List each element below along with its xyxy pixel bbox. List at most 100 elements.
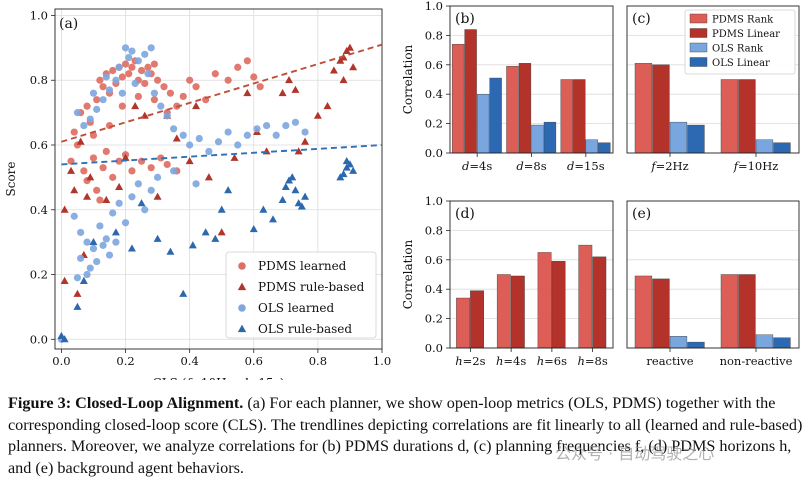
caption-text: (a) For each planner, we show open-loop … xyxy=(8,394,803,477)
point-ols-learned xyxy=(109,209,117,217)
legend-swatch-ols-linear xyxy=(689,57,708,67)
point-ols-rule-based xyxy=(188,241,197,249)
legend-label-ols-rule-based: OLS rule-based xyxy=(258,322,352,336)
point-pdms-rule-based xyxy=(185,156,194,165)
point-ols-learned xyxy=(105,86,114,94)
point-pdms-learned xyxy=(150,96,158,104)
point-pdms-rule-based xyxy=(76,137,85,145)
legend-label-pdms-learned: PDMS learned xyxy=(258,259,347,273)
legend-swatch-ols-rank xyxy=(689,42,708,53)
y-tick-label: 0.8 xyxy=(425,28,443,42)
point-pdms-rule-based xyxy=(70,186,79,194)
point-ols-learned xyxy=(214,138,223,146)
bar-ols-linear-f-2hz xyxy=(687,124,705,154)
point-ols-learned xyxy=(234,141,242,149)
point-ols-learned xyxy=(291,118,300,126)
point-pdms-learned xyxy=(224,76,232,84)
plot-frame xyxy=(626,5,800,154)
point-ols-learned xyxy=(83,238,91,246)
point-ols-learned xyxy=(73,274,82,282)
y-tick-label: 0.8 xyxy=(30,73,48,87)
point-pdms-learned xyxy=(109,66,117,75)
bar-ols-rank-non-reactive xyxy=(755,334,774,349)
point-ols-rule-based xyxy=(89,237,98,246)
point-ols-rule-based xyxy=(79,276,88,284)
figure-3: 0.0 0.2 0.4 0.6 0.8 1.0 0.0 0.2 0.4 0.6 0.8 1.0 (a) C… xyxy=(4,0,800,380)
bar-ols-linear-d-8s xyxy=(543,121,557,154)
point-pdms-rule-based xyxy=(153,192,162,200)
legend-marker-ols-learned xyxy=(238,304,246,312)
point-ols-learned xyxy=(118,89,126,97)
legend-label-pdms-rank: PDMS Rank xyxy=(712,15,774,26)
point-ols-learned xyxy=(147,186,155,194)
point-pdms-learned xyxy=(96,76,104,84)
point-pdms-rule-based xyxy=(192,101,201,110)
point-ols-rule-based xyxy=(217,205,226,213)
scatter-points xyxy=(57,43,382,343)
point-ols-learned xyxy=(253,125,261,133)
point-ols-learned xyxy=(170,167,178,175)
bar-ols-linear-reactive xyxy=(687,341,705,349)
plot-frame xyxy=(449,200,614,349)
bar-ols-rank-f-10hz xyxy=(755,139,774,154)
point-ols-learned xyxy=(157,102,165,110)
point-pdms-learned xyxy=(211,70,219,78)
legend-marker-ols-rule-based xyxy=(237,324,247,333)
point-ols-learned xyxy=(125,53,133,62)
x-axis-label: CLS (f=10Hz, d=15s) xyxy=(153,376,285,380)
point-ols-rule-based xyxy=(294,199,303,207)
point-pdms-learned xyxy=(102,147,110,156)
y-axis-label-d: Correlation xyxy=(401,239,415,309)
bar-pdms-rank-d-4s xyxy=(451,44,465,154)
x-tick-label-h-4s: h=4s xyxy=(496,354,526,368)
point-ols-rule-based xyxy=(153,234,162,242)
point-ols-learned xyxy=(96,222,104,230)
y-tick-label: 0.8 xyxy=(425,223,443,237)
x-tick-label: 0.6 xyxy=(245,354,263,368)
bar-ols-linear-non-reactive xyxy=(773,337,791,349)
x-tick-label-d-15s: d=15s xyxy=(567,159,605,173)
point-ols-learned xyxy=(93,257,101,266)
bar-pdms-rank-d-15s xyxy=(560,79,573,154)
bar-ols-rank-d-8s xyxy=(531,124,544,154)
point-ols-rule-based xyxy=(281,182,290,191)
bar-pdms-linear-f-10hz xyxy=(738,79,756,154)
x-tick-label-f-2hz: f=2Hz xyxy=(650,159,688,173)
point-ols-learned xyxy=(262,121,271,130)
point-ols-learned xyxy=(163,112,171,120)
x-tick-label: 0.8 xyxy=(309,354,327,368)
y-tick-label: 0.0 xyxy=(425,146,443,160)
point-ols-learned xyxy=(192,180,200,188)
x-tick-label-d-4s: d=4s xyxy=(462,159,492,173)
point-pdms-rule-based xyxy=(67,166,76,174)
point-ols-learned xyxy=(73,109,82,117)
legend-label-pdms-rule-based: PDMS rule-based xyxy=(258,280,365,294)
y-tick-label: 1.0 xyxy=(30,8,48,22)
point-pdms-learned xyxy=(121,60,130,68)
bar-pdms-rank-f-2hz xyxy=(634,63,653,154)
point-pdms-learned xyxy=(243,57,251,65)
point-ols-learned xyxy=(115,63,123,71)
caption-title: Closed-Loop Alignment. xyxy=(75,394,244,412)
point-ols-learned xyxy=(128,47,136,55)
point-ols-learned xyxy=(128,193,136,201)
bar-pdms-linear-d-8s xyxy=(518,63,532,154)
point-ols-learned xyxy=(282,121,290,130)
bar-panel-b: 0.0 0.2 0.4 0.6 0.8 1.0 d=4s d=8s d=15s (b) Correl… xyxy=(401,0,614,173)
point-pdms-rule-based xyxy=(83,192,92,200)
bar-pdms-rank-d-8s xyxy=(506,66,519,154)
point-pdms-rule-based xyxy=(329,66,338,74)
point-pdms-rule-based xyxy=(60,205,69,213)
bar-pdms-linear-h-6s xyxy=(551,261,566,349)
y-tick-label: 0.4 xyxy=(425,282,443,296)
point-pdms-learned xyxy=(128,63,136,71)
point-ols-learned xyxy=(170,125,178,133)
panel-label-d: (d) xyxy=(455,206,475,222)
point-pdms-learned xyxy=(234,63,242,71)
point-ols-learned xyxy=(272,131,280,139)
bar-pdms-rank-h-8s xyxy=(578,244,593,349)
point-pdms-learned xyxy=(163,160,171,169)
x-tick-label-f-10hz: f=10Hz xyxy=(733,159,779,173)
figure-caption: Figure 3: Closed-Loop Alignment. (a) For… xyxy=(8,393,803,479)
point-ols-learned xyxy=(301,128,309,136)
